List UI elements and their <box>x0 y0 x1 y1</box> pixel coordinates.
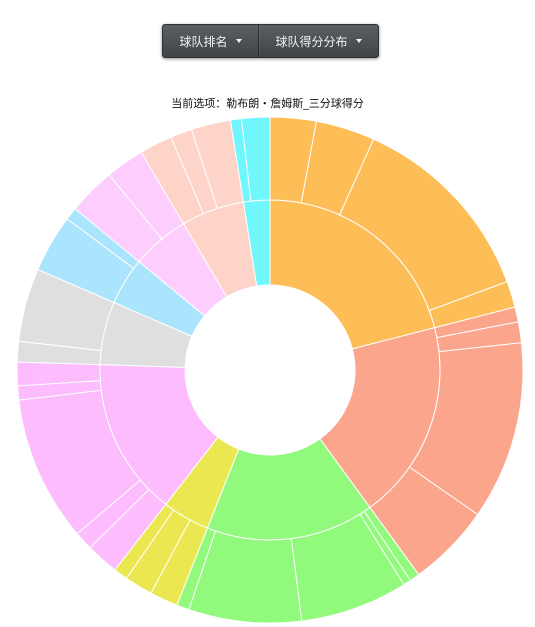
chevron-down-icon <box>355 39 362 43</box>
team-score-dist-dropdown[interactable]: 球队得分分布 <box>259 25 378 57</box>
team-rank-dropdown[interactable]: 球队排名 <box>163 25 259 57</box>
toolbar: 球队排名 球队得分分布 <box>162 24 379 58</box>
sunburst-outer-segment-9-1[interactable] <box>240 116 271 202</box>
chart-subtitle: 当前选项：勒布朗・詹姆斯_三分球得分 <box>171 97 364 110</box>
chevron-down-icon <box>235 39 242 43</box>
team-rank-label: 球队排名 <box>179 34 228 49</box>
team-score-dist-label: 球队得分分布 <box>275 34 348 49</box>
